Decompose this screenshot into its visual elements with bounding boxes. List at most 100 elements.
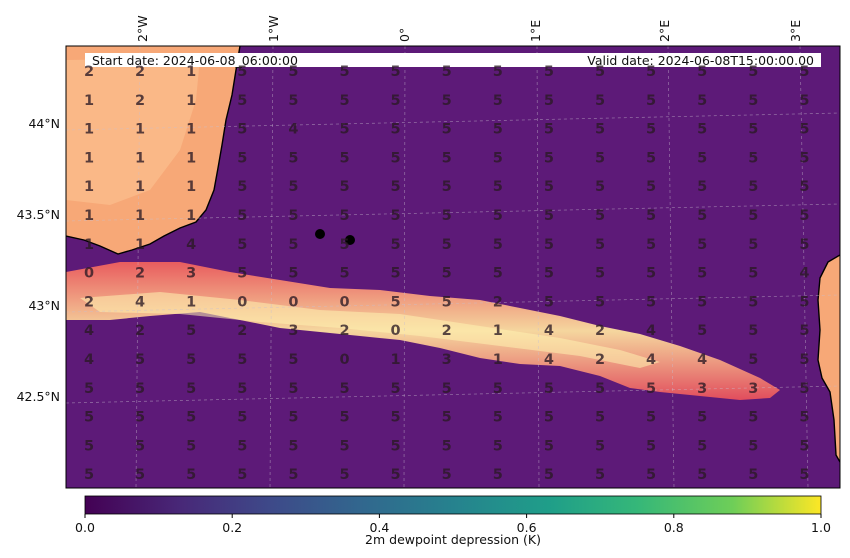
- grid-value: 5: [84, 438, 94, 454]
- map-area: Start date: 2024-06-08_06:00:00 Valid da…: [66, 46, 840, 488]
- grid-value: 5: [544, 294, 554, 310]
- grid-value: 5: [186, 467, 196, 483]
- grid-value: 5: [493, 467, 503, 483]
- grid-value: 5: [646, 438, 656, 454]
- grid-value: 5: [237, 381, 247, 397]
- grid-value: 1: [186, 294, 196, 310]
- lon-label: 1°W: [266, 15, 281, 42]
- grid-value: 5: [799, 381, 809, 397]
- grid-value: 5: [493, 64, 503, 80]
- grid-value: 5: [493, 122, 503, 138]
- grid-value: 5: [339, 410, 349, 426]
- grid-value: 5: [493, 93, 503, 109]
- valid-date-text: Valid date: 2024-06-08T15:00:00.00: [587, 53, 814, 68]
- grid-value: 5: [697, 122, 707, 138]
- grid-value: 2: [135, 266, 145, 282]
- grid-value: 5: [697, 410, 707, 426]
- grid-value: 5: [339, 266, 349, 282]
- start-date-text: Start date: 2024-06-08_06:00:00: [92, 53, 298, 68]
- grid-value: 5: [697, 294, 707, 310]
- grid-value: 0: [84, 266, 94, 282]
- grid-value: 5: [646, 294, 656, 310]
- lat-label: 43°N: [28, 298, 60, 313]
- land-coastline-east: [817, 254, 840, 463]
- grid-value: 1: [84, 237, 94, 253]
- grid-value: 1: [84, 150, 94, 166]
- grid-value: 5: [84, 381, 94, 397]
- grid-value: 5: [442, 410, 452, 426]
- grid-value: 0: [391, 323, 401, 339]
- grid-value: 4: [799, 266, 809, 282]
- grid-value: 2: [237, 323, 247, 339]
- grid-value: 5: [442, 294, 452, 310]
- grid-value: 2: [595, 323, 605, 339]
- grid-value: 5: [288, 64, 298, 80]
- grid-value: 5: [237, 150, 247, 166]
- grid-value: 5: [237, 266, 247, 282]
- grid-value: 5: [646, 266, 656, 282]
- station-marker: [315, 229, 325, 239]
- grid-value: 5: [442, 179, 452, 195]
- grid-value: 5: [544, 64, 554, 80]
- grid-value: 5: [442, 208, 452, 224]
- latitude-labels: 44°N 43.5°N 43°N 42.5°N: [17, 116, 60, 404]
- grid-value: 5: [339, 64, 349, 80]
- colorbar-tick-label: 0.6: [517, 520, 537, 535]
- grid-value: 5: [391, 64, 401, 80]
- grid-value: 5: [288, 352, 298, 368]
- grid-value: 5: [391, 467, 401, 483]
- grid-value: 5: [442, 237, 452, 253]
- grid-value: 5: [288, 381, 298, 397]
- grid-value: 5: [748, 266, 758, 282]
- grid-value: 5: [544, 150, 554, 166]
- grid-value: 5: [237, 122, 247, 138]
- grid-value: 1: [135, 179, 145, 195]
- grid-value: 0: [237, 294, 247, 310]
- grid-value: 5: [288, 208, 298, 224]
- grid-value: 5: [288, 179, 298, 195]
- grid-value: 5: [237, 467, 247, 483]
- grid-value: 5: [237, 179, 247, 195]
- colorbar-tick-label: 0.0: [75, 520, 95, 535]
- grid-value: 4: [646, 323, 656, 339]
- grid-value: 5: [595, 410, 605, 426]
- grid-value: 5: [544, 208, 554, 224]
- grid-value: 5: [595, 93, 605, 109]
- grid-value: 5: [748, 294, 758, 310]
- grid-value: 5: [697, 467, 707, 483]
- land-coastline-west: [66, 46, 241, 255]
- grid-value: 5: [697, 323, 707, 339]
- grid-value: 5: [544, 122, 554, 138]
- colorbar: 0.0 0.2 0.4 0.6 0.8 1.0 2m dewpoint depressio…: [75, 495, 831, 547]
- grid-value: 5: [799, 438, 809, 454]
- info-box: [85, 53, 821, 67]
- grid-value: 5: [288, 150, 298, 166]
- grid-value: 5: [544, 381, 554, 397]
- grid-value: 5: [186, 323, 196, 339]
- grid-value: 1: [186, 64, 196, 80]
- grid-value: 5: [595, 179, 605, 195]
- grid-value: 5: [84, 410, 94, 426]
- lon-label: 3°E: [788, 20, 803, 42]
- grid-value: 5: [748, 438, 758, 454]
- grid-value: 4: [646, 352, 656, 368]
- grid-value: 5: [339, 208, 349, 224]
- grid-value: 5: [339, 179, 349, 195]
- grid-value: 5: [237, 208, 247, 224]
- lat-label: 42.5°N: [17, 389, 60, 404]
- grid-value: 5: [595, 467, 605, 483]
- grid-value: 5: [697, 64, 707, 80]
- lon-label: 0°: [397, 28, 412, 42]
- grid-value: 5: [748, 208, 758, 224]
- grid-value: 5: [186, 352, 196, 368]
- grid-value: 5: [442, 93, 452, 109]
- grid-value: 5: [646, 93, 656, 109]
- grid-value: 5: [697, 93, 707, 109]
- grid-value: 5: [697, 179, 707, 195]
- grid-value: 4: [288, 122, 298, 138]
- grid-value: 2: [84, 294, 94, 310]
- grid-value: 5: [799, 122, 809, 138]
- grid-value: 5: [646, 237, 656, 253]
- lon-label: 2°E: [657, 20, 672, 42]
- grid-value: 5: [595, 438, 605, 454]
